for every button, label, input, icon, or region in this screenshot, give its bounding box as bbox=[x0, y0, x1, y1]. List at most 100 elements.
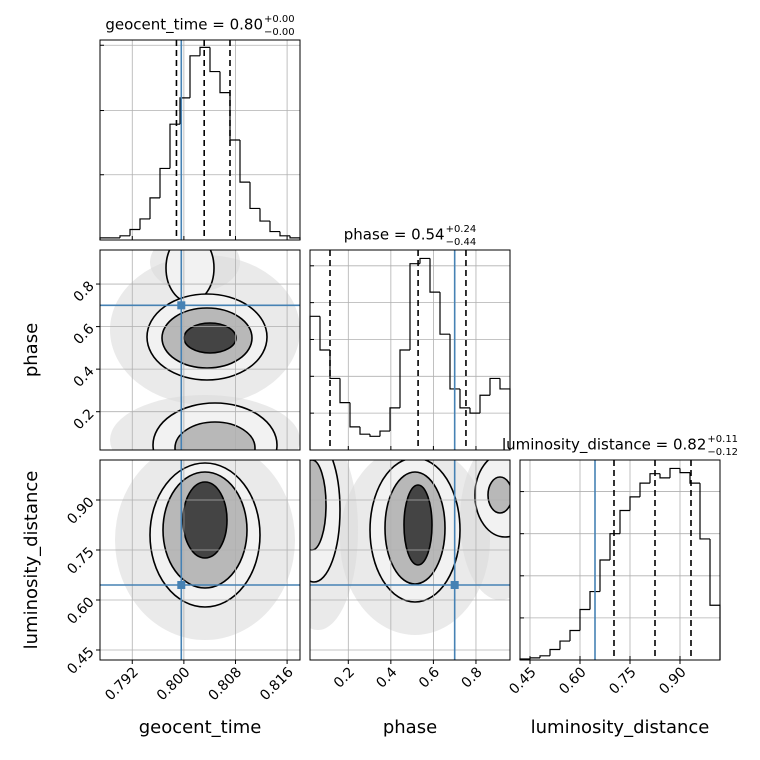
title-upper: +0.11 bbox=[707, 434, 738, 445]
panel-frame bbox=[309, 459, 511, 661]
title-upper: +0.24 bbox=[446, 224, 477, 235]
histogram-bin bbox=[429, 258, 440, 293]
histogram-bin bbox=[619, 509, 630, 534]
histogram-bin bbox=[659, 473, 670, 479]
histogram-bin bbox=[529, 657, 540, 659]
histogram-bin bbox=[669, 467, 680, 478]
x-tick-label: 0.45 bbox=[506, 664, 539, 697]
truth-marker bbox=[450, 581, 459, 589]
histogram-bin bbox=[189, 55, 200, 98]
title-main: geocent_time = 0.80 bbox=[105, 16, 263, 35]
y-tick-label: 0.60 bbox=[64, 594, 97, 627]
truth-marker bbox=[177, 301, 186, 310]
histogram-bin bbox=[479, 394, 490, 414]
density-geocent-phase bbox=[110, 250, 300, 450]
y-tick-label: 0.2 bbox=[71, 406, 98, 433]
histogram-bin bbox=[699, 483, 710, 540]
histogram-bin bbox=[309, 315, 320, 450]
x-axis-label: phase bbox=[383, 717, 437, 738]
histogram-bin bbox=[539, 655, 550, 658]
histogram-bin bbox=[559, 640, 570, 650]
histogram-bin bbox=[469, 407, 480, 414]
histogram-bin bbox=[209, 47, 220, 73]
histogram-bin bbox=[639, 482, 650, 497]
x-tick-label: 0.75 bbox=[606, 664, 639, 697]
histogram-bin bbox=[399, 349, 410, 408]
histogram-bin bbox=[389, 407, 400, 432]
histogram-bin bbox=[349, 402, 360, 428]
title-main: phase = 0.54 bbox=[344, 226, 445, 244]
histogram-bin bbox=[329, 350, 340, 380]
x-tick-label: 0.60 bbox=[556, 664, 589, 697]
x-tick-label: 0.8 bbox=[459, 664, 486, 691]
histogram-bin bbox=[129, 228, 140, 236]
y-axis-label: phase bbox=[21, 323, 42, 377]
y-tick-label: 0.45 bbox=[64, 644, 97, 677]
histogram-bin bbox=[219, 71, 230, 94]
histogram-bin bbox=[229, 92, 240, 141]
y-tick-label: 0.4 bbox=[71, 363, 98, 390]
density-phase-distance bbox=[310, 460, 510, 635]
title-lower: −0.44 bbox=[446, 237, 477, 248]
title-main: luminosity_distance = 0.82 bbox=[502, 436, 706, 455]
panel-title: luminosity_distance = 0.82 +0.11 −0.12 bbox=[502, 434, 738, 458]
histogram-bin bbox=[439, 292, 450, 335]
x-tick-label: 0.90 bbox=[656, 664, 689, 697]
histogram-bin bbox=[459, 388, 470, 409]
density-layer bbox=[110, 250, 510, 640]
title-lower: −0.12 bbox=[707, 447, 738, 458]
panel-title: phase = 0.54 +0.24 −0.44 bbox=[344, 224, 476, 248]
y-tick-label: 0.6 bbox=[71, 321, 98, 348]
histogram-bin bbox=[589, 590, 600, 610]
histogram-bin bbox=[239, 140, 250, 183]
histogram-bin bbox=[629, 496, 640, 511]
x-axis-label: geocent_time bbox=[139, 717, 262, 738]
histogram-bin bbox=[579, 608, 590, 631]
x-tick-label: 0.4 bbox=[373, 664, 400, 691]
histogram-bin bbox=[289, 235, 301, 240]
histogram-bin bbox=[359, 426, 370, 435]
histogram-bin bbox=[649, 473, 660, 484]
x-tick-label: 0.816 bbox=[257, 664, 297, 704]
histogram-bin bbox=[689, 472, 700, 484]
histogram-bin bbox=[489, 377, 500, 396]
histogram-bin bbox=[139, 218, 150, 230]
y-tick-label: 0.75 bbox=[64, 544, 97, 577]
x-tick-label: 0.808 bbox=[205, 664, 245, 704]
x-tick-label: 0.800 bbox=[154, 664, 194, 704]
histogram-bin bbox=[419, 257, 430, 264]
histogram-bin bbox=[179, 97, 190, 125]
histogram-bin bbox=[339, 378, 350, 404]
histogram-bin bbox=[259, 208, 270, 222]
y-axis-label: luminosity_distance bbox=[21, 471, 42, 650]
x-tick-label: 0.792 bbox=[102, 664, 142, 704]
histogram-bin bbox=[409, 263, 420, 350]
histogram-bin bbox=[279, 231, 290, 237]
panel-frame bbox=[99, 459, 301, 661]
title-lower: −0.00 bbox=[264, 27, 295, 38]
histogram-bin bbox=[549, 648, 560, 656]
histogram-bin bbox=[679, 468, 690, 474]
panel-frame bbox=[519, 459, 721, 661]
histogram-bin bbox=[119, 235, 130, 238]
title-upper: +0.00 bbox=[264, 14, 295, 25]
panel-frame bbox=[309, 249, 511, 451]
histogram-bin bbox=[569, 629, 580, 642]
panel-frame bbox=[99, 39, 301, 241]
histogram-bin bbox=[369, 434, 380, 437]
truth-marker bbox=[177, 581, 186, 589]
histogram-bin bbox=[709, 538, 721, 660]
histogram-bin bbox=[199, 46, 210, 56]
density-geocent-distance bbox=[115, 460, 295, 640]
histogram-bin bbox=[449, 334, 460, 390]
histogram-bin bbox=[599, 559, 610, 592]
histogram-bin bbox=[169, 123, 180, 169]
histogram-bin bbox=[149, 197, 160, 219]
histogram-bin bbox=[249, 182, 260, 210]
x-tick-label: 0.2 bbox=[331, 664, 358, 691]
histogram-bin bbox=[269, 221, 280, 233]
histogram-bin bbox=[379, 430, 390, 437]
histogram-bin bbox=[609, 533, 620, 560]
y-tick-label: 0.8 bbox=[71, 278, 98, 305]
